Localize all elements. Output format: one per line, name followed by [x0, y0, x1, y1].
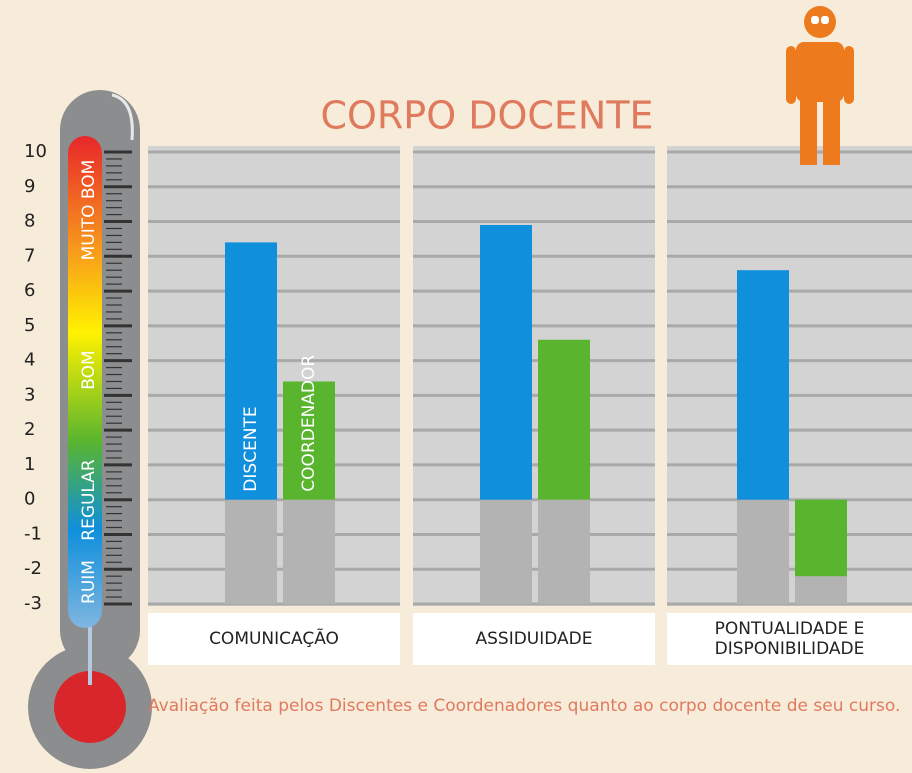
scale-label: MUITO BOM — [79, 160, 99, 261]
chart-title: CORPO DOCENTE — [320, 94, 653, 138]
legend-label: DISCENTE — [241, 406, 261, 491]
y-tick-label: 6 — [24, 280, 35, 301]
bar — [538, 340, 590, 500]
panel — [413, 146, 655, 606]
x-tick-label: PONTUALIDADE E DISPONIBILIDADE — [667, 613, 912, 665]
y-tick-label: 9 — [24, 176, 35, 197]
thermometer-stem — [88, 625, 92, 685]
x-tick-label: ASSIDUIDADE — [413, 613, 655, 665]
y-tick-label: -1 — [24, 523, 42, 544]
y-tick-label: 1 — [24, 454, 35, 475]
baseline-column — [538, 500, 590, 604]
y-tick-label: 0 — [24, 489, 35, 510]
bar — [795, 500, 847, 576]
y-tick-label: 8 — [24, 211, 35, 232]
baseline-column — [737, 500, 789, 604]
x-tick-label: COMUNICAÇÃO — [148, 613, 400, 665]
legend-label: COORDENADOR — [299, 355, 319, 492]
y-tick-label: 7 — [24, 245, 35, 266]
scale-label: BOM — [79, 350, 99, 389]
footnote: Avaliação feita pelos Discentes e Coorde… — [148, 692, 912, 720]
scale-label: RUIM — [79, 560, 99, 604]
person-icon — [786, 6, 854, 165]
panel — [667, 146, 912, 606]
y-tick-label: -3 — [24, 593, 42, 614]
y-tick-label: 5 — [24, 315, 35, 336]
baseline-column — [225, 500, 277, 604]
y-tick-label: 10 — [24, 141, 47, 162]
scale-label: REGULAR — [79, 459, 99, 541]
page: {"chart_data": {"type": "bar", "title": … — [0, 0, 912, 773]
y-tick-label: 3 — [24, 384, 35, 405]
y-tick-label: -2 — [24, 558, 42, 579]
baseline-column — [480, 500, 532, 604]
y-tick-label: 2 — [24, 419, 35, 440]
bar — [737, 270, 789, 499]
baseline-column — [283, 500, 335, 604]
y-tick-label: 4 — [24, 350, 35, 371]
bar — [480, 225, 532, 500]
